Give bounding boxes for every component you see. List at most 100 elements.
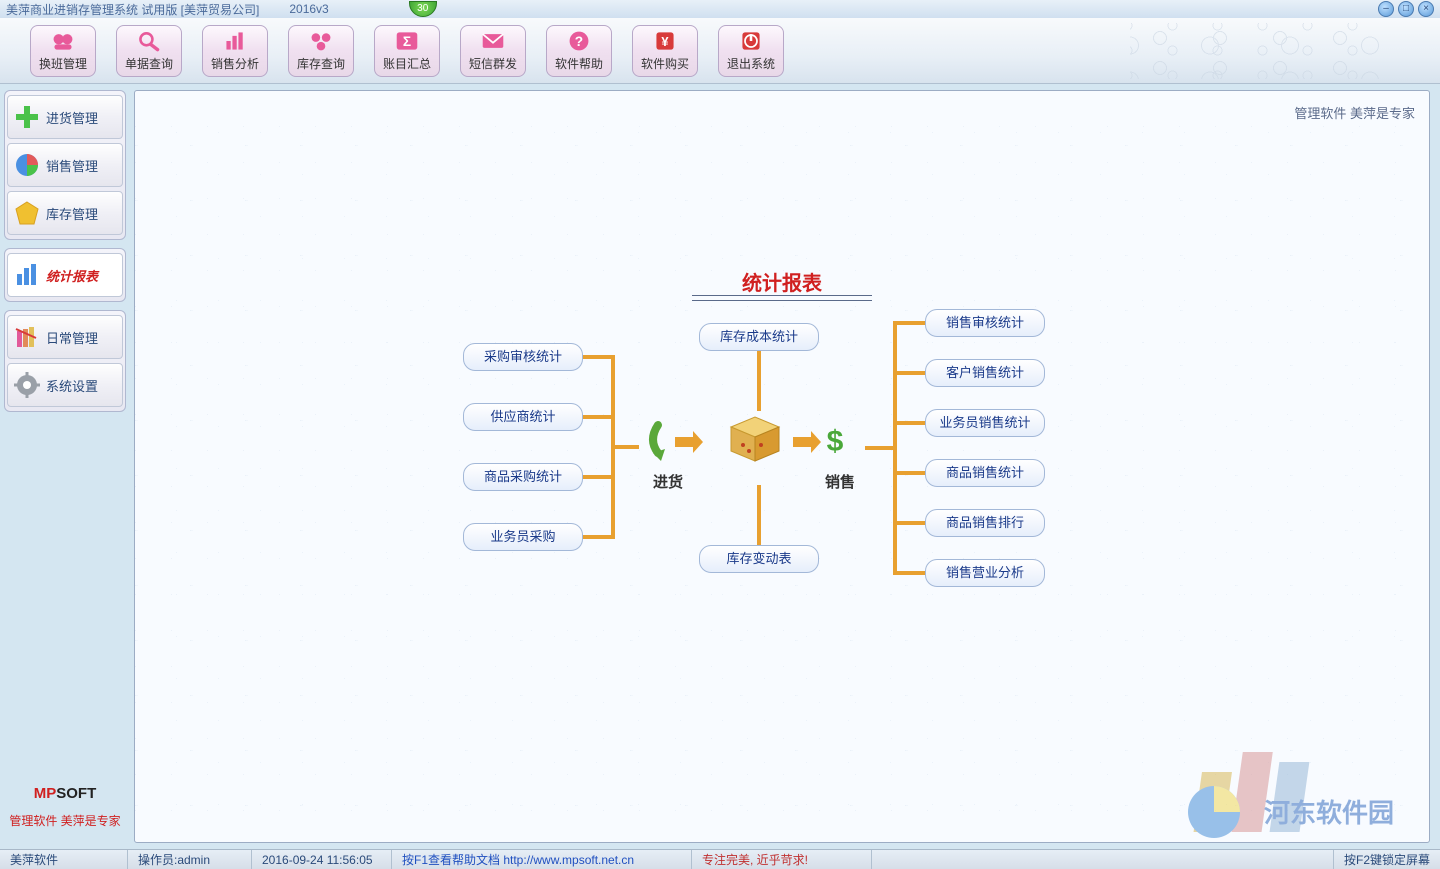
- svg-text:Σ: Σ: [403, 34, 411, 49]
- node-right-2[interactable]: 业务员销售统计: [925, 409, 1045, 437]
- report-icon: [14, 262, 40, 288]
- close-icon[interactable]: ×: [1418, 1, 1434, 17]
- node-left-0[interactable]: 采购审核统计: [463, 343, 583, 371]
- toolbar-label: 库存查询: [297, 55, 345, 72]
- node-right-0[interactable]: 销售审核统计: [925, 309, 1045, 337]
- svg-text:河东软件园: 河东软件园: [1264, 798, 1394, 828]
- status-help: 按F1查看帮助文档 http://www.mpsoft.net.cn: [392, 850, 692, 869]
- connector: [897, 471, 925, 475]
- window-version: 2016v3: [289, 2, 328, 16]
- sales-icon: [221, 29, 249, 53]
- connector: [897, 571, 925, 575]
- toolbar-label: 软件购买: [641, 55, 689, 72]
- toolbar-sales-button[interactable]: 销售分析: [202, 25, 268, 77]
- sidebar-item-label: 库存管理: [46, 204, 98, 223]
- help-icon: ?: [565, 29, 593, 53]
- toolbar-label: 短信群发: [469, 55, 517, 72]
- account-icon: Σ: [393, 29, 421, 53]
- content-canvas: 管理软件 美萍是专家 统计报表 采购审核统计供应商统计商品采购统计业务员采购销售…: [134, 90, 1430, 843]
- svg-text:¥: ¥: [661, 34, 669, 49]
- connector: [897, 521, 925, 525]
- sidebar-item-label: 日常管理: [46, 328, 98, 347]
- statusbar: 美萍软件 操作员:admin 2016-09-24 11:56:05 按F1查看…: [0, 849, 1440, 869]
- connector: [897, 421, 925, 425]
- sidebar-item-inventory[interactable]: 库存管理: [7, 191, 123, 235]
- svg-text:$: $: [827, 425, 844, 458]
- sidebar-group: 进货管理销售管理库存管理: [4, 90, 126, 240]
- sidebar-item-report[interactable]: 统计报表: [7, 253, 123, 297]
- minimize-icon[interactable]: –: [1378, 1, 1394, 17]
- toolbar-label: 换班管理: [39, 55, 87, 72]
- node-center-bottom[interactable]: 库存变动表: [699, 545, 819, 573]
- svg-text:?: ?: [575, 34, 583, 49]
- brand-tagline: 管理软件 美萍是专家: [4, 812, 126, 829]
- sidebar-item-label: 销售管理: [46, 156, 98, 175]
- stock-icon: [307, 29, 335, 53]
- diagram-title: 统计报表: [742, 267, 822, 296]
- settings-icon: [14, 372, 40, 398]
- status-company: 美萍软件: [0, 850, 128, 869]
- sidebar-item-settings[interactable]: 系统设置: [7, 363, 123, 407]
- toolbar-query-button[interactable]: 单据查询: [116, 25, 182, 77]
- toolbar-label: 单据查询: [125, 55, 173, 72]
- connector: [757, 485, 761, 545]
- toolbar-label: 软件帮助: [555, 55, 603, 72]
- sidebar-group: 日常管理系统设置: [4, 310, 126, 412]
- titlebar: 美萍商业进销存管理系统 试用版 [美萍贸易公司] 2016v3 30 – □ ×: [0, 0, 1440, 18]
- sidebar: 进货管理销售管理库存管理统计报表日常管理系统设置 MPSOFT 管理软件 美萍是…: [0, 84, 130, 849]
- node-right-1[interactable]: 客户销售统计: [925, 359, 1045, 387]
- connector: [897, 321, 925, 325]
- daily-icon: [14, 324, 40, 350]
- node-right-3[interactable]: 商品销售统计: [925, 459, 1045, 487]
- node-center-top[interactable]: 库存成本统计: [699, 323, 819, 351]
- connector: [893, 321, 897, 575]
- toolbar-shift-button[interactable]: 换班管理: [30, 25, 96, 77]
- toolbar-sms-button[interactable]: 短信群发: [460, 25, 526, 77]
- connector: [583, 535, 611, 539]
- main-area: 进货管理销售管理库存管理统计报表日常管理系统设置 MPSOFT 管理软件 美萍是…: [0, 84, 1440, 849]
- connector: [865, 446, 893, 450]
- toolbar-label: 退出系统: [727, 55, 775, 72]
- flow-in-icon: [643, 415, 703, 469]
- toolbar-exit-button[interactable]: 退出系统: [718, 25, 784, 77]
- toolbar-account-button[interactable]: Σ 账目汇总: [374, 25, 440, 77]
- maximize-icon[interactable]: □: [1398, 1, 1414, 17]
- sidebar-item-sale[interactable]: 销售管理: [7, 143, 123, 187]
- sidebar-item-purchase[interactable]: 进货管理: [7, 95, 123, 139]
- node-right-5[interactable]: 销售营业分析: [925, 559, 1045, 587]
- main-toolbar: 换班管理 单据查询 销售分析 库存查询 Σ 账目汇总 短信群发? 软件帮助 ¥ 软件购买 退出系统: [0, 18, 1440, 84]
- query-icon: [135, 29, 163, 53]
- package-icon: [725, 411, 785, 465]
- status-slogan: 专注完美, 近乎苛求!: [692, 850, 872, 869]
- node-right-4[interactable]: 商品销售排行: [925, 509, 1045, 537]
- sidebar-group: 统计报表: [4, 248, 126, 302]
- toolbar-buy-button[interactable]: ¥ 软件购买: [632, 25, 698, 77]
- toolbar-help-button[interactable]: ? 软件帮助: [546, 25, 612, 77]
- node-left-1[interactable]: 供应商统计: [463, 403, 583, 431]
- watermark: 河东软件园: [1169, 722, 1429, 842]
- status-datetime: 2016-09-24 11:56:05: [252, 850, 392, 869]
- sms-icon: [479, 29, 507, 53]
- flow-out-label: 销售: [825, 471, 855, 492]
- toolbar-label: 账目汇总: [383, 55, 431, 72]
- connector: [897, 371, 925, 375]
- toolbar-stock-button[interactable]: 库存查询: [288, 25, 354, 77]
- status-lock: 按F2键锁定屏幕: [1333, 850, 1440, 869]
- connector: [611, 445, 639, 449]
- sidebar-item-daily[interactable]: 日常管理: [7, 315, 123, 359]
- flow-out-icon: $: [793, 415, 853, 469]
- sidebar-item-label: 系统设置: [46, 376, 98, 395]
- trial-badge: 30: [409, 1, 437, 17]
- inventory-icon: [14, 200, 40, 226]
- buy-icon: ¥: [651, 29, 679, 53]
- toolbar-label: 销售分析: [211, 55, 259, 72]
- connector: [583, 415, 611, 419]
- status-operator: 操作员:admin: [128, 850, 252, 869]
- sidebar-item-label: 统计报表: [46, 266, 98, 285]
- diagram-underline: [692, 295, 872, 301]
- node-left-2[interactable]: 商品采购统计: [463, 463, 583, 491]
- connector: [583, 355, 611, 359]
- window-controls: – □ ×: [1378, 1, 1434, 17]
- sidebar-brand: MPSOFT 管理软件 美萍是专家: [4, 779, 126, 843]
- node-left-3[interactable]: 业务员采购: [463, 523, 583, 551]
